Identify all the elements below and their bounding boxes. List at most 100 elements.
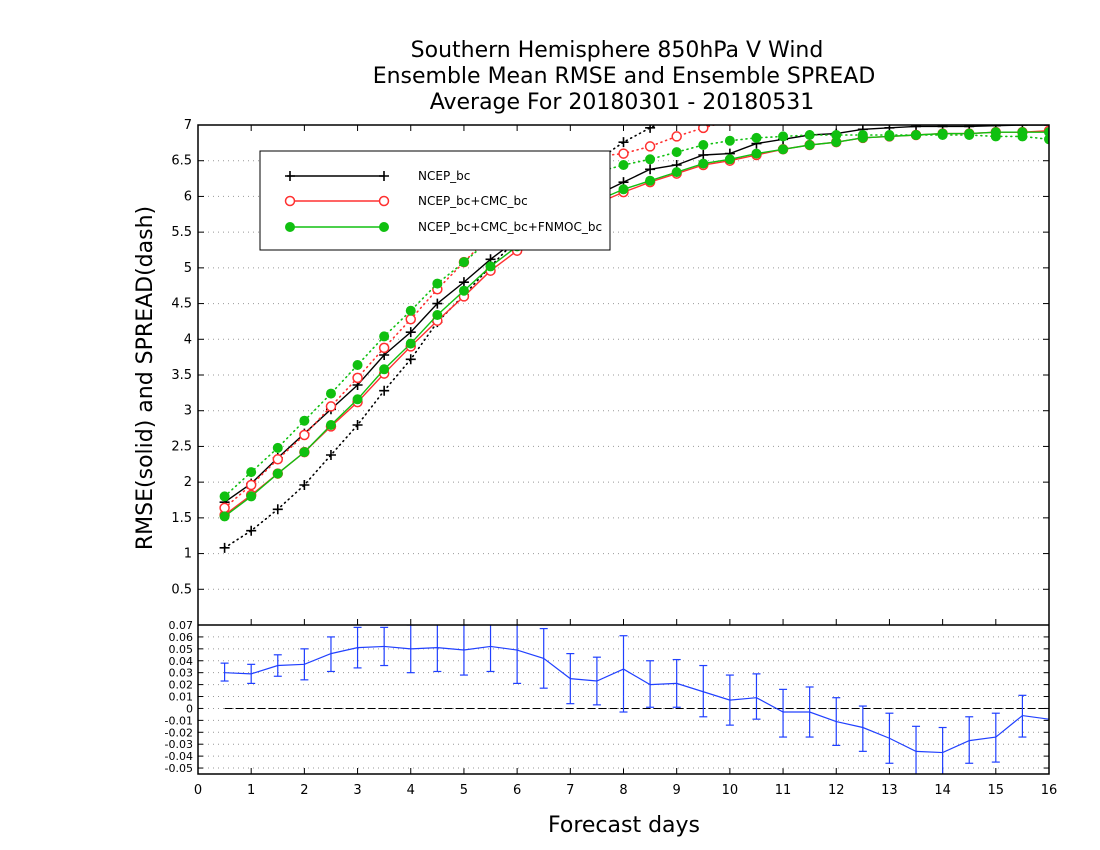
x-tick-label: 5 [460,783,468,798]
spread-point-series-2 [299,429,310,441]
y-tick-label-bottom: -0.01 [165,714,193,727]
x-tick-label: 0 [194,783,202,798]
difference-panel: 0 1 2 3 4 5 6 7 8 9 10 11 12 13 14 15 16-0.05-0.04-0.03-… [165,619,1058,798]
spread-point-series-3 [299,415,310,426]
spread-point-series-2 [1018,93,1027,102]
spread-line-series-1 [223,125,659,549]
spread-point-series-3 [751,132,762,143]
title-line-3: Average For 20180301 - 20180531 [430,90,815,115]
legend-marker-right-series-3 [379,222,389,232]
spread-point-series-2 [858,98,867,107]
spread-point-series-1 [645,125,656,133]
x-tick-label: 12 [828,783,845,798]
y-tick-label-top: 3.5 [171,368,192,383]
x-tick-label: 6 [513,783,521,798]
spread-point-series-3 [831,130,842,140]
spread-point-series-3 [1044,134,1049,145]
legend: NCEP_bc NCEP_bc+CMC_bc NCEP_bc+CMC_bc+FNMO… [259,150,611,251]
y-tick-label-bottom: 0.02 [169,679,194,692]
rmse-point-series-1 [458,277,469,288]
spread-point-series-2 [352,372,363,384]
rmse-point-series-3 [751,148,762,159]
legend-marker-left-series-1 [285,171,295,181]
spread-point-series-3 [219,491,230,502]
rmse-point-series-1 [405,327,416,338]
rmse-point-series-3 [724,154,735,165]
x-tick-label: 13 [881,783,898,798]
rmse-point-series-3 [325,420,336,430]
spread-point-series-2 [726,125,733,126]
x-tick-label: 4 [407,783,415,798]
rmse-point-series-3 [405,338,416,349]
x-tick-label: 16 [1041,783,1058,798]
spread-point-series-3 [379,331,390,342]
spread-point-series-3 [1017,131,1028,142]
y-tick-label-bottom: -0.03 [165,738,193,751]
chart-title: Southern Hemisphere 850hPa V Wind Ensemb… [373,38,876,115]
rmse-point-series-3 [246,491,257,502]
spread-point-series-3 [964,130,975,140]
x-tick-label: 15 [988,783,1005,798]
x-tick-label: 1 [247,783,255,798]
y-tick-label-bottom: -0.02 [165,726,193,739]
spread-point-series-2 [325,401,337,412]
spread-point-series-3 [246,467,257,478]
y-tick-label-bottom: 0 [186,702,193,715]
y-tick-label-top: 2.5 [171,439,192,454]
y-tick-label-bottom: -0.05 [165,762,193,775]
spread-point-series-2 [405,314,416,325]
legend-label-series-3: NCEP_bc+CMC_bc+FNMOC_bc [418,220,602,234]
rmse-point-series-3 [618,184,629,195]
spread-point-series-3 [671,147,682,158]
spread-point-series-1 [219,542,230,553]
spread-point-series-3 [937,130,948,140]
spread-point-series-1 [1044,46,1054,56]
spread-point-series-1 [299,480,310,490]
y-tick-label-top: 2 [184,475,192,490]
y-tick-label-top: 0.5 [171,582,192,597]
rmse-point-series-3 [432,310,443,320]
x-tick-label: 14 [934,783,951,798]
spread-point-series-2 [644,141,656,152]
y-tick-label-top: 1 [184,547,192,562]
y-tick-label-top: 6.5 [171,154,192,169]
y-tick-label-top: 5 [184,261,192,276]
rmse-point-series-1 [432,298,443,309]
spread-point-series-2 [965,93,974,102]
x-tick-label: 3 [353,783,361,798]
rmse-point-series-3 [671,167,682,178]
spread-point-series-2 [378,342,390,354]
legend-marker-right-series-2 [378,195,390,207]
rmse-point-series-3 [458,285,469,296]
x-tick-label: 2 [300,783,308,798]
spread-point-series-1 [246,525,257,536]
spread-point-series-1 [618,137,629,148]
x-tick-label: 9 [673,783,681,798]
y-tick-label-bottom: 0.07 [169,619,194,632]
spread-point-series-3 [432,278,443,289]
x-tick-label: 10 [722,783,739,798]
spread-point-series-3 [884,130,895,140]
y-tick-label-top: 7 [184,118,192,133]
spread-point-series-1 [405,354,416,365]
spread-point-series-2 [885,96,894,105]
spread-point-series-3 [405,305,416,316]
y-tick-label-top: 1.5 [171,511,192,526]
spread-point-series-3 [911,130,922,140]
rmse-point-series-3 [299,447,310,458]
spread-point-series-3 [645,154,656,165]
spread-point-series-3 [352,360,363,370]
rmse-point-series-3 [698,158,709,169]
legend-marker-right-series-1 [379,171,389,181]
spread-point-series-3 [804,130,815,140]
rmse-point-series-3 [352,394,363,405]
spread-point-series-3 [857,130,868,140]
y-tick-label-bottom: 0.04 [169,655,194,668]
x-tick-label: 8 [619,783,627,798]
rmse-point-series-3 [645,175,656,186]
spread-point-series-1 [991,49,1001,59]
spread-point-series-2 [245,479,257,491]
spread-point-series-1 [938,53,948,63]
rmse-point-series-3 [219,511,230,522]
rmse-point-series-3 [778,144,789,155]
